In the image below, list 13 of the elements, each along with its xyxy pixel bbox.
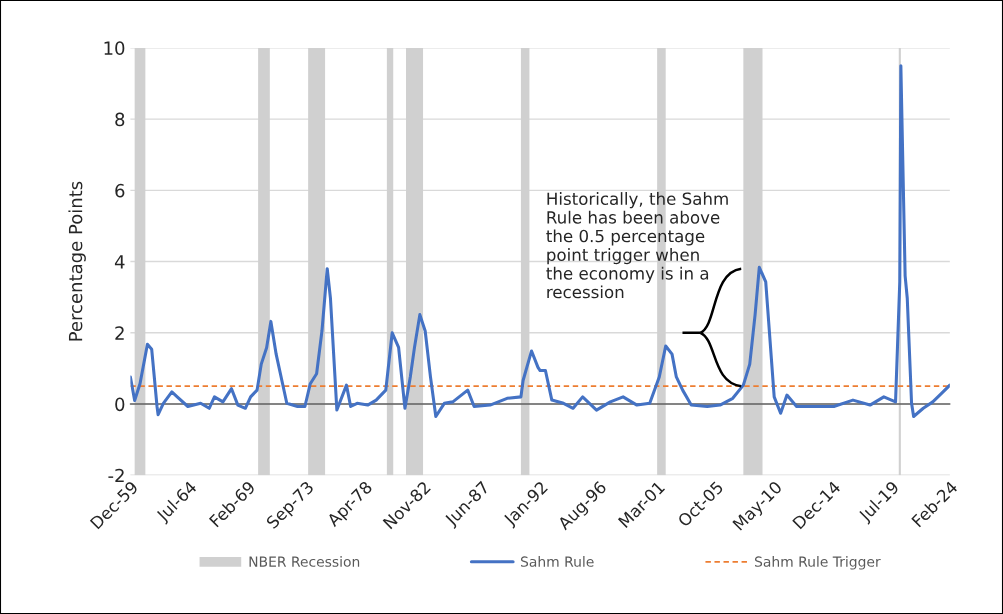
- y-tick-label: -2: [108, 468, 124, 483]
- legend-label: NBER Recession: [249, 556, 360, 567]
- y-tick-label: 4: [114, 255, 125, 269]
- legend-label: Sahm Rule: [520, 556, 594, 567]
- y-tick-label: 8: [115, 112, 125, 127]
- y-axis-title: Percentage Points: [68, 181, 86, 341]
- y-tick-label: 0: [115, 397, 125, 412]
- line-series: [130, 64, 950, 419]
- y-tick-label: 2: [115, 326, 124, 340]
- legend-label: Sahm Rule Trigger: [754, 556, 881, 570]
- y-tick-label: 10: [104, 41, 125, 56]
- annotation: Historically, the Sahm Rule has been above the 0.5 percentage point trigger when the economy is in a recession: [546, 192, 728, 299]
- y-tick-label: 6: [115, 183, 125, 198]
